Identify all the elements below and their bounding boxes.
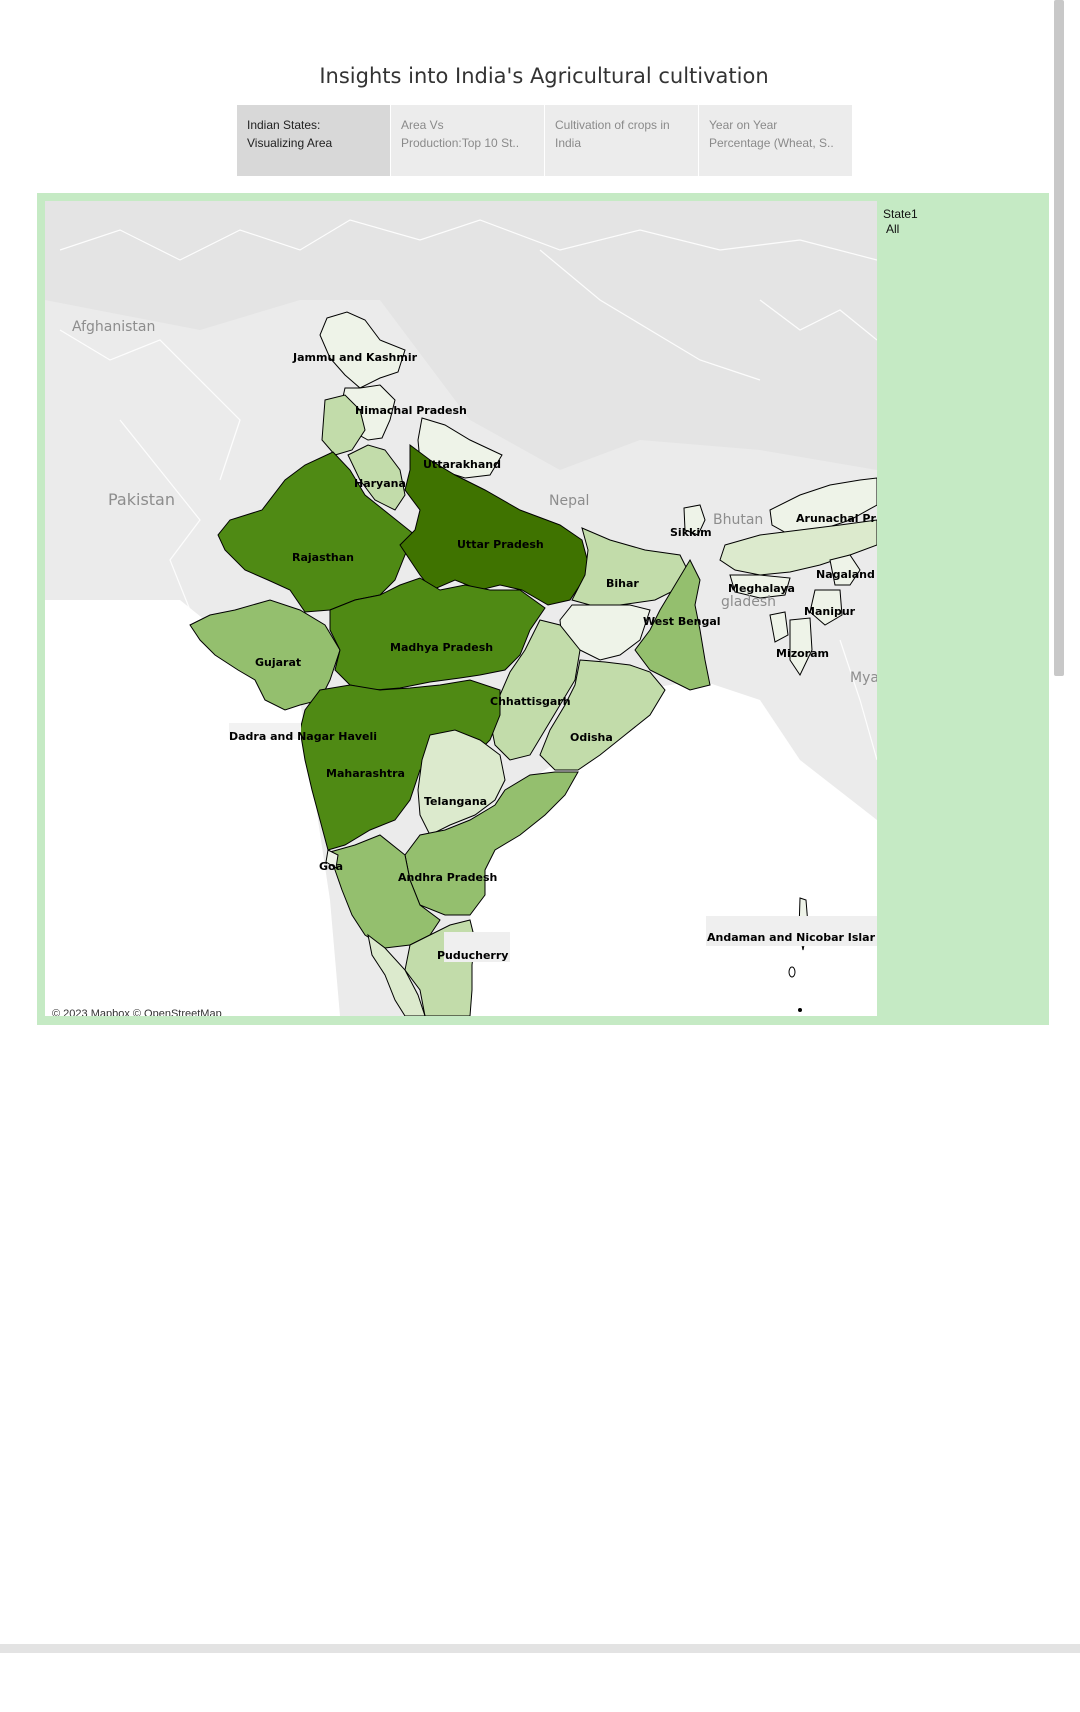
state-uttarakhand[interactable] xyxy=(417,417,503,479)
state-manipur[interactable] xyxy=(809,589,843,626)
state-uttar-pradesh[interactable] xyxy=(399,444,591,606)
tab-label-line1: Area Vs xyxy=(401,118,444,132)
state-madhya-pradesh[interactable] xyxy=(329,577,546,691)
state-nagaland[interactable] xyxy=(829,554,861,586)
tab-label-line1: Indian States: xyxy=(247,118,321,132)
state-label-puducherry: Puducherry xyxy=(437,949,508,962)
state-meghalaya[interactable] xyxy=(729,574,791,599)
state-gujarat[interactable] xyxy=(189,599,341,711)
state-label-odisha: Odisha xyxy=(570,731,613,744)
country-label-nepal: Nepal xyxy=(549,493,589,509)
state-sikkim[interactable] xyxy=(683,504,706,536)
country-label-afghanistan: Afghanistan xyxy=(72,319,155,335)
country-label-pakistan: Pakistan xyxy=(108,490,175,509)
tab-label-line1: Year on Year xyxy=(709,118,778,132)
country-label-bangladesh: gladesh xyxy=(721,594,776,610)
india-map[interactable]: Afghanistan Pakistan Nepal Bhutan glades… xyxy=(45,201,877,1016)
horizontal-scrollbar[interactable] xyxy=(0,1644,1080,1653)
state-label-madhya-pradesh: Madhya Pradesh xyxy=(390,641,493,654)
state-label-gujarat: Gujarat xyxy=(255,656,301,669)
state-label-dadra: Dadra and Nagar Haveli xyxy=(229,730,377,743)
state-label-himachal: Himachal Pradesh xyxy=(355,404,467,417)
state-label-andhra: Andhra Pradesh xyxy=(398,871,497,884)
state-west-bengal[interactable] xyxy=(634,558,711,691)
state-label-mizoram: Mizoram xyxy=(776,647,829,660)
himalaya-region xyxy=(45,201,877,470)
state-jammu-kashmir[interactable] xyxy=(319,311,406,389)
dashboard-title: Insights into India's Agricultural culti… xyxy=(319,64,769,88)
country-borders xyxy=(59,219,877,761)
state-label-uttarakhand: Uttarakhand xyxy=(423,458,501,471)
arabian-sea xyxy=(45,600,340,1016)
state-label-sikkim: Sikkim xyxy=(670,526,712,539)
state-label-maharashtra: Maharashtra xyxy=(326,767,405,780)
state-label-meghalaya: Meghalaya xyxy=(728,582,795,595)
state-label-telangana: Telangana xyxy=(424,795,487,808)
state-chhattisgarh[interactable] xyxy=(489,619,581,761)
state-filter-value: All xyxy=(886,222,900,236)
state-label-bihar: Bihar xyxy=(606,577,639,590)
tab-indian-states[interactable]: Indian States: Visualizing Area xyxy=(237,105,390,176)
state-label-jammu-kashmir: Jammu and Kashmir xyxy=(292,351,418,364)
tab-cultivation-of-crops[interactable]: Cultivation of crops in India xyxy=(545,105,698,176)
label-bg-andaman xyxy=(706,916,877,946)
state-telangana[interactable] xyxy=(417,729,506,836)
state-rajasthan[interactable] xyxy=(217,451,416,613)
state-label-west-bengal: West Bengal xyxy=(643,615,721,628)
label-bg-dadra xyxy=(229,723,301,739)
state-filter[interactable]: State1 All xyxy=(883,207,918,237)
state-tripura[interactable] xyxy=(769,611,789,643)
tab-label-line2: India xyxy=(555,136,582,150)
country-label-bhutan: Bhutan xyxy=(713,512,763,528)
state-label-uttar-pradesh: Uttar Pradesh xyxy=(457,538,544,551)
vertical-scrollbar[interactable] xyxy=(1054,0,1064,676)
state-maharashtra[interactable] xyxy=(299,679,501,851)
state-bihar[interactable] xyxy=(571,527,691,606)
state-label-rajasthan: Rajasthan xyxy=(292,551,354,564)
tab-area-vs-production[interactable]: Area Vs Production:Top 10 St.. xyxy=(391,105,544,176)
tab-label-line2: Production:Top 10 St.. xyxy=(401,136,520,150)
story-tabs: Indian States: Visualizing Area Area Vs … xyxy=(237,105,853,176)
state-label-manipur: Manipur xyxy=(804,605,856,618)
nicobar-dot xyxy=(798,1008,802,1012)
tab-label-line2: Percentage (Wheat, S.. xyxy=(709,136,834,150)
state-label-andaman: Andaman and Nicobar Islar xyxy=(707,931,876,944)
nicobar-island xyxy=(788,966,796,978)
state-label-goa: Goa xyxy=(319,860,343,873)
state-kerala[interactable] xyxy=(367,933,426,1016)
state-filter-label: State1 xyxy=(883,207,918,221)
country-label-myanmar: Mya xyxy=(850,670,877,686)
state-mizoram[interactable] xyxy=(789,617,813,677)
tab-label-line2: Visualizing Area xyxy=(247,136,333,150)
tab-year-on-year[interactable]: Year on Year Percentage (Wheat, S.. xyxy=(699,105,852,176)
state-andhra[interactable] xyxy=(404,771,579,916)
state-label-chhattisgarh: Chhattisgarh xyxy=(490,695,571,708)
state-punjab[interactable] xyxy=(321,394,366,456)
state-label-haryana: Haryana xyxy=(354,477,406,490)
state-label-arunachal: Arunachal Pr xyxy=(796,512,876,525)
map-attribution[interactable]: © 2023 Mapbox © OpenStreetMap xyxy=(52,1008,222,1016)
label-bg-puducherry xyxy=(444,932,510,962)
state-haryana[interactable] xyxy=(347,444,406,511)
state-goa[interactable] xyxy=(325,849,339,869)
state-odisha[interactable] xyxy=(539,659,666,771)
state-label-nagaland: Nagaland xyxy=(816,568,875,581)
tab-label-line1: Cultivation of crops in xyxy=(555,118,670,132)
